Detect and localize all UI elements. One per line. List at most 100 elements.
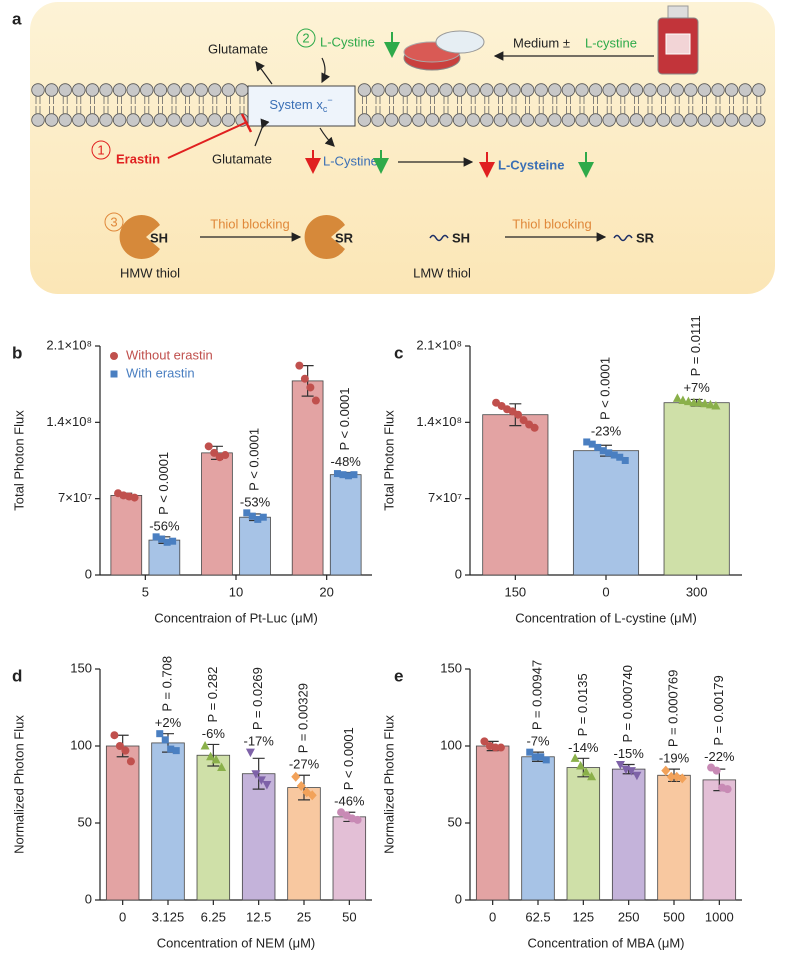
p-value: P = 0.000740 xyxy=(620,665,635,742)
point xyxy=(333,470,341,478)
x-axis-label: Concentration of L-cystine (μM) xyxy=(515,610,697,625)
lipid-tail xyxy=(620,96,626,104)
point xyxy=(206,751,216,761)
lipid-head xyxy=(452,83,467,97)
x-tick-label: 50 xyxy=(342,909,356,924)
lipid-tail xyxy=(498,96,503,104)
y-tick-label: 1.4×10⁸ xyxy=(416,414,462,429)
p-value: P = 0.0269 xyxy=(250,667,265,730)
point xyxy=(167,745,175,753)
inhibition xyxy=(167,121,248,159)
label: L-Cystine xyxy=(320,34,375,49)
y-tick-label: 2.1×10⁸ xyxy=(416,337,462,352)
lipid-head xyxy=(588,83,603,97)
label: L-cystine xyxy=(585,35,637,50)
p-value: P = 0.708 xyxy=(159,656,174,712)
point xyxy=(526,748,534,756)
lipid-head xyxy=(520,113,535,127)
lipid-head xyxy=(534,83,548,97)
point xyxy=(158,535,166,543)
point xyxy=(605,449,613,457)
point xyxy=(126,757,135,766)
lipid-head xyxy=(684,113,698,127)
lipid-tail xyxy=(62,96,68,104)
change-label: -27% xyxy=(289,757,320,772)
x-axis-label: Concentraion of Pt-Luc (μM) xyxy=(154,610,318,625)
lipid-head xyxy=(194,113,208,127)
point xyxy=(217,762,227,772)
p-value: P < 0.0001 xyxy=(246,428,261,491)
bar xyxy=(482,414,549,576)
thiol-icon xyxy=(613,234,633,242)
lipid-tail xyxy=(756,96,762,104)
y-tick-label: 7×10⁷ xyxy=(428,490,462,505)
lipid-head xyxy=(452,113,467,127)
bar xyxy=(201,452,233,576)
point xyxy=(211,754,221,764)
x-tick-label: 0 xyxy=(489,909,496,924)
change-label: +2% xyxy=(155,715,182,730)
lipid-head xyxy=(711,113,725,127)
lipid-head xyxy=(711,83,725,97)
lipid-head xyxy=(697,113,712,127)
lipid-head xyxy=(153,83,168,97)
x-tick-label: 1000 xyxy=(705,909,734,924)
point xyxy=(661,765,671,776)
lipid-tail xyxy=(715,96,721,104)
x-tick-label: 12.5 xyxy=(246,909,271,924)
panel-label: c xyxy=(394,343,403,362)
lipid-tail xyxy=(171,106,177,114)
lipid-head xyxy=(656,113,671,127)
change-label: -7% xyxy=(526,734,550,749)
arrow xyxy=(255,61,273,85)
lipid-tail xyxy=(144,96,150,104)
charts: b 0 7×10⁷ 1.4×10⁸ 2.1×10⁸ Total Photon Flux Co… xyxy=(11,315,742,950)
point xyxy=(519,416,528,425)
y-tick-label: 0 xyxy=(455,891,462,906)
lipid-tail xyxy=(634,106,639,114)
y-tick-label: 2.1×10⁸ xyxy=(46,337,92,352)
lipid-head xyxy=(357,113,372,127)
lipid-tail xyxy=(470,106,476,114)
point xyxy=(204,442,213,451)
point xyxy=(588,440,596,448)
lipid-tail xyxy=(688,106,694,114)
lipid-head xyxy=(520,83,535,97)
point xyxy=(130,493,139,502)
bar xyxy=(332,816,367,901)
point xyxy=(311,396,320,405)
y-axis-label: Normalized Photon Flux xyxy=(381,715,396,854)
lipid-head xyxy=(357,83,372,97)
lipid-tail xyxy=(212,106,218,114)
petri-dish xyxy=(403,30,485,71)
p-value: P < 0.0001 xyxy=(341,727,356,790)
lipid-head xyxy=(112,113,127,127)
legend-label: Without erastin xyxy=(126,347,213,362)
x-tick-label: 150 xyxy=(504,584,526,599)
point xyxy=(694,397,704,407)
point xyxy=(677,773,687,784)
bar xyxy=(329,474,362,576)
lipid-tail xyxy=(674,106,680,114)
y-tick-label: 0 xyxy=(85,566,92,581)
x-tick-label: 5 xyxy=(142,584,149,599)
lipid-head xyxy=(412,83,426,97)
lipid-tail xyxy=(402,106,408,114)
lipid-head xyxy=(194,83,208,97)
panel-label: d xyxy=(12,666,22,685)
lipid-head xyxy=(208,113,222,127)
point xyxy=(221,451,230,460)
legend-label: With erastin xyxy=(126,365,195,380)
lipid-tail xyxy=(661,96,666,104)
lipid-tail xyxy=(647,96,653,104)
point xyxy=(581,767,591,776)
lipid-head xyxy=(235,83,249,97)
x-tick-label: 300 xyxy=(686,584,708,599)
lipid-head xyxy=(738,113,752,127)
lipid-head xyxy=(31,83,45,97)
lipid-head xyxy=(684,83,698,97)
lipid-head xyxy=(425,83,440,97)
lipid-tail xyxy=(756,106,762,114)
lipid-head xyxy=(221,83,236,97)
